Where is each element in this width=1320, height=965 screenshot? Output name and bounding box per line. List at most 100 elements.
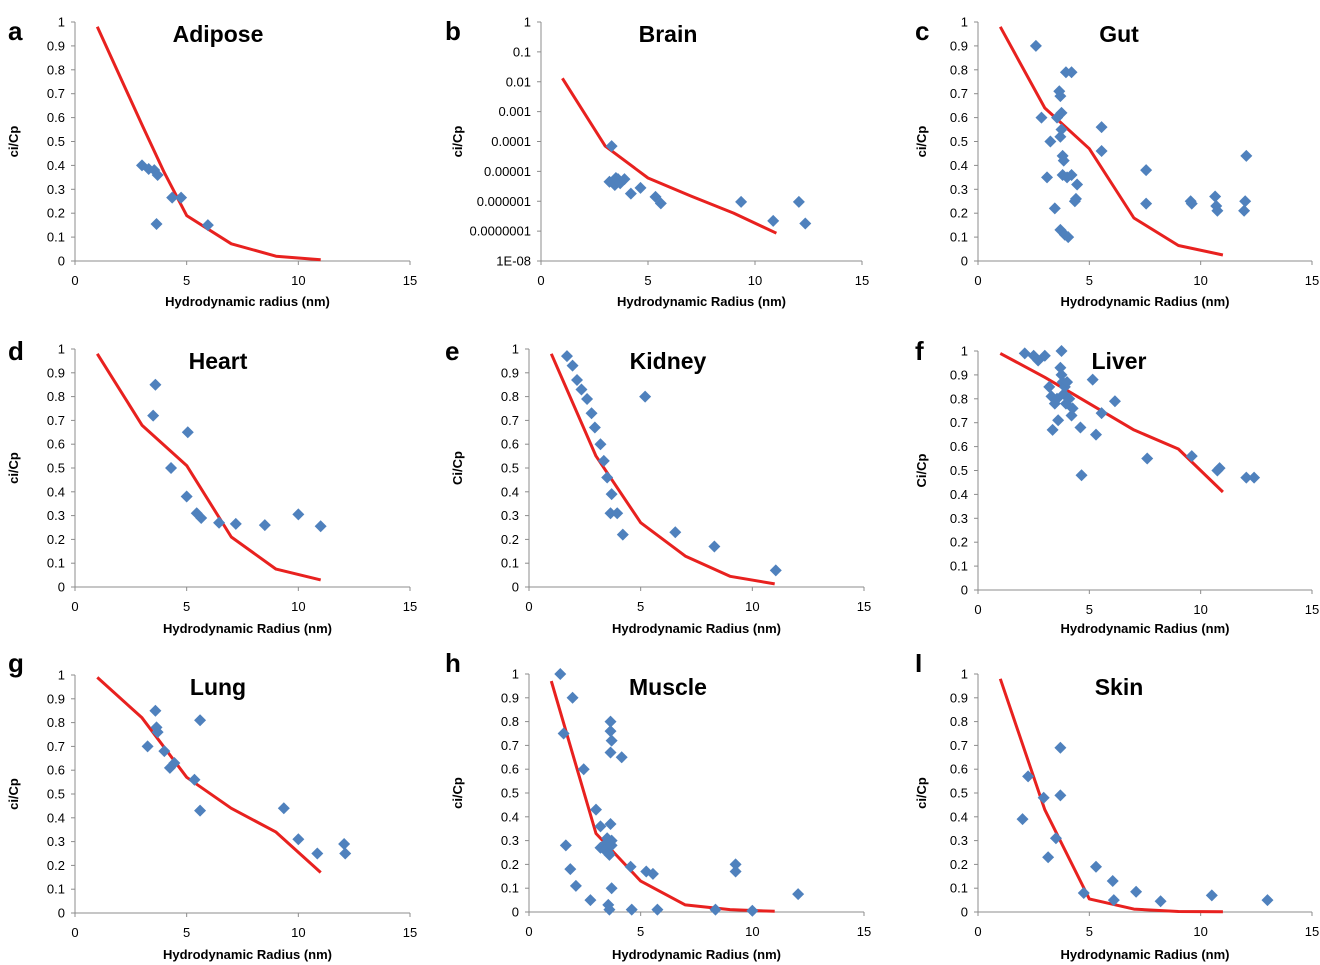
x-tick-label: 0 — [525, 924, 532, 939]
x-tick-label: 10 — [748, 273, 762, 288]
data-point — [1077, 886, 1090, 899]
x-tick-label: 15 — [857, 599, 871, 614]
data-point — [709, 903, 722, 916]
y-axis-label: ci/Cp — [914, 777, 929, 809]
panel-title: Liver — [1092, 348, 1147, 374]
data-point — [292, 508, 305, 521]
y-tick-label: 1 — [524, 15, 531, 30]
x-tick-label: 0 — [71, 273, 78, 288]
data-point — [158, 745, 171, 758]
y-tick-label: 0.00001 — [484, 164, 531, 179]
data-point — [729, 858, 742, 871]
y-tick-label: 0.2 — [501, 532, 519, 547]
data-point — [1061, 376, 1074, 389]
model-line — [999, 352, 1224, 494]
data-point — [669, 526, 682, 539]
x-axis-label: Hydrodynamic Radius (nm) — [1060, 294, 1229, 309]
data-point — [1035, 111, 1048, 124]
data-point — [605, 882, 618, 895]
data-point — [149, 378, 162, 391]
data-point — [639, 390, 652, 403]
y-tick-label: 0.1 — [513, 44, 531, 59]
panel-title: Lung — [190, 674, 246, 700]
data-point — [590, 803, 602, 816]
y-tick-label: 0 — [512, 580, 519, 595]
x-tick-label: 0 — [974, 273, 981, 288]
y-tick-label: 0 — [961, 905, 968, 920]
data-point — [1205, 889, 1218, 902]
x-tick-label: 0 — [525, 599, 532, 614]
data-point — [1106, 875, 1119, 888]
x-tick-label: 5 — [183, 925, 190, 940]
panel-title: Adipose — [173, 21, 264, 47]
data-point — [1038, 349, 1051, 362]
data-point — [1141, 452, 1154, 465]
data-point — [792, 195, 805, 208]
y-tick-label: 0.7 — [47, 739, 65, 754]
y-axis-label: ci/Cp — [6, 778, 21, 810]
y-tick-label: 0.7 — [501, 413, 519, 428]
data-point — [594, 820, 607, 833]
data-point — [1068, 195, 1081, 208]
y-tick-label: 0.1 — [47, 230, 65, 245]
y-tick-label: 0.6 — [950, 439, 968, 454]
data-point — [258, 519, 271, 532]
y-tick-label: 0.7 — [47, 413, 65, 428]
x-tick-label: 5 — [644, 273, 651, 288]
x-tick-label: 15 — [1305, 924, 1319, 939]
data-point — [1065, 66, 1078, 79]
panel-letter: I — [915, 648, 922, 678]
y-tick-label: 0 — [58, 906, 65, 921]
y-axis-label: Ci/Cp — [450, 451, 465, 485]
y-tick-label: 0.01 — [506, 74, 531, 89]
y-tick-label: 1 — [961, 344, 968, 359]
y-axis-label: ci/Cp — [450, 126, 465, 158]
y-tick-label: 0.6 — [47, 110, 65, 125]
data-point — [151, 726, 164, 739]
data-point — [339, 847, 352, 860]
data-point — [611, 507, 624, 520]
panel-letter: e — [445, 336, 459, 366]
x-tick-label: 5 — [183, 599, 190, 614]
y-tick-label: 0.7 — [501, 738, 519, 753]
data-point — [1029, 39, 1042, 52]
y-tick-label: 0.6 — [47, 763, 65, 778]
data-point — [1211, 204, 1224, 217]
y-tick-label: 1 — [58, 668, 65, 683]
y-tick-label: 0 — [961, 254, 968, 269]
x-axis-label: Hydrodynamic Radius (nm) — [163, 947, 332, 962]
model-line — [549, 680, 775, 913]
data-point — [1086, 373, 1099, 386]
y-tick-label: 0.4 — [501, 484, 519, 499]
data-point — [229, 517, 242, 530]
y-tick-label: 0.8 — [501, 389, 519, 404]
panel-title: Brain — [639, 21, 698, 47]
x-tick-label: 10 — [745, 599, 759, 614]
data-point — [194, 804, 207, 817]
x-tick-label: 0 — [974, 602, 981, 617]
data-point — [746, 904, 759, 917]
y-tick-label: 0.9 — [47, 38, 65, 53]
data-point — [1055, 368, 1068, 381]
data-point — [181, 426, 194, 439]
y-tick-label: 0.8 — [47, 715, 65, 730]
y-tick-label: 0.9 — [950, 367, 968, 382]
data-point — [1185, 197, 1198, 210]
y-tick-label: 0.3 — [950, 833, 968, 848]
y-tick-label: 0.4 — [950, 809, 968, 824]
model-line — [549, 353, 775, 586]
y-tick-label: 0.7 — [950, 738, 968, 753]
y-tick-label: 0.6 — [501, 762, 519, 777]
y-tick-label: 1 — [58, 342, 65, 357]
data-point — [1043, 380, 1056, 393]
y-tick-label: 0.3 — [950, 511, 968, 526]
data-point — [799, 217, 812, 230]
panel-letter: a — [8, 16, 23, 46]
data-point — [1054, 789, 1067, 802]
model-line — [95, 26, 321, 262]
x-tick-label: 15 — [857, 924, 871, 939]
data-point — [194, 714, 207, 727]
data-point — [735, 195, 748, 208]
panel-title: Kidney — [630, 348, 707, 374]
model-line — [96, 353, 322, 582]
